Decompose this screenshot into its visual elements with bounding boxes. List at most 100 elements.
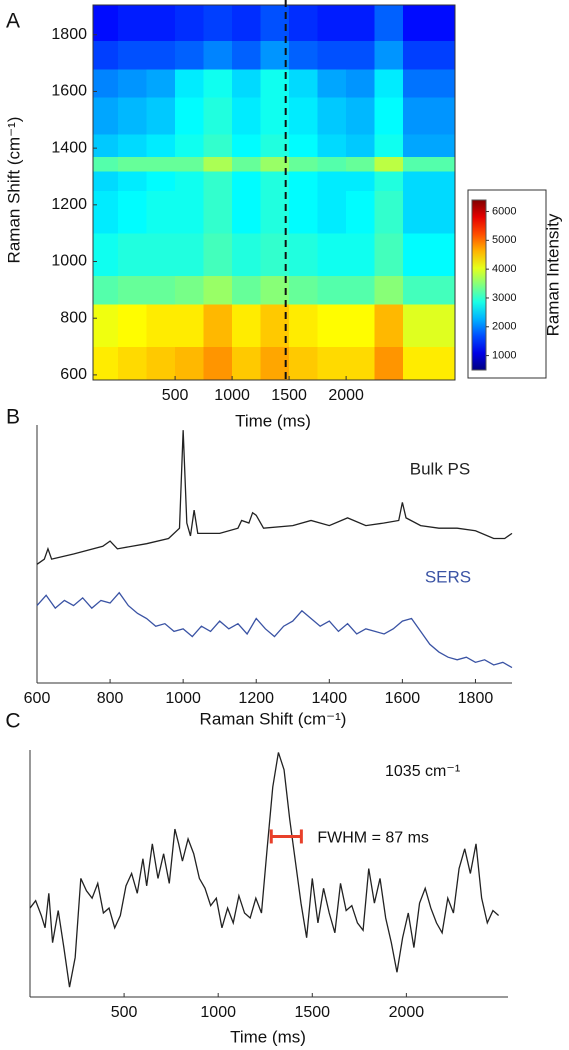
heat-cell <box>146 233 176 277</box>
y-tick-label: 1000 <box>51 253 87 270</box>
heat-cell <box>403 233 456 277</box>
heat-cell <box>289 304 319 348</box>
heat-cell <box>289 346 319 381</box>
heat-cell <box>317 97 347 135</box>
y-tick-label: 1400 <box>51 139 87 156</box>
heat-cell <box>346 170 376 192</box>
heat-cell <box>232 5 262 41</box>
heat-cell <box>93 156 119 172</box>
heat-cell <box>346 304 376 348</box>
x-axis-label: Raman Shift (cm⁻¹) <box>200 709 347 728</box>
x-tick-label: 1400 <box>312 690 348 707</box>
series-label: SERS <box>425 567 471 586</box>
fwhm-bar <box>269 829 303 844</box>
heat-cell <box>374 275 404 305</box>
heat-cell <box>374 156 404 172</box>
heat-cell <box>317 346 347 381</box>
colorbar-tick-label: 2000 <box>492 321 516 333</box>
heat-cell <box>203 133 233 158</box>
heat-cell <box>374 97 404 135</box>
heat-cell <box>346 156 376 172</box>
heat-cell <box>289 97 319 135</box>
panel-label: C <box>5 710 20 733</box>
heat-cell <box>317 133 347 158</box>
annotation-text: FWHM = 87 ms <box>317 830 429 847</box>
heat-cell <box>346 133 376 158</box>
series-line <box>29 752 500 988</box>
heat-cell <box>175 233 205 277</box>
heat-cell <box>374 233 404 277</box>
heat-cell <box>146 170 176 192</box>
x-tick-label: 500 <box>162 387 189 404</box>
heat-cell <box>289 190 319 234</box>
heat-cell <box>175 156 205 172</box>
y-axis-label: Raman Shift (cm⁻¹) <box>4 117 23 264</box>
heat-cell <box>374 40 404 70</box>
heat-cell <box>118 68 148 98</box>
heat-cell <box>93 170 119 192</box>
x-tick-label: 800 <box>97 690 124 707</box>
heat-cell <box>403 190 456 234</box>
heat-cell <box>146 346 176 381</box>
heat-cell <box>118 40 148 70</box>
heat-cell <box>203 40 233 70</box>
y-tick-label: 1200 <box>51 196 87 213</box>
colorbar-tick-label: 1000 <box>492 349 516 361</box>
heat-cell <box>232 133 262 158</box>
heat-cell <box>118 156 148 172</box>
heat-cell <box>403 68 456 98</box>
x-tick-label: 1000 <box>200 1004 236 1021</box>
colorbar-tick-label: 6000 <box>492 205 516 217</box>
heat-cell <box>403 5 456 41</box>
heat-cell <box>403 156 456 172</box>
heat-cell <box>146 40 176 70</box>
heat-cell <box>289 68 319 98</box>
heat-cell <box>374 170 404 192</box>
heat-cell <box>203 190 233 234</box>
colorbar-tick-label: 3000 <box>492 292 516 304</box>
heat-cell <box>232 170 262 192</box>
heat-cell <box>93 275 119 305</box>
heat-cell <box>403 346 456 381</box>
x-axis-label: Time (ms) <box>235 411 311 430</box>
heat-cell <box>346 346 376 381</box>
heat-cell <box>346 97 376 135</box>
panel-label: B <box>6 406 20 429</box>
heat-cell <box>146 190 176 234</box>
x-tick-label: 1500 <box>294 1004 330 1021</box>
x-tick-label: 1500 <box>271 387 307 404</box>
y-tick-label: 1600 <box>51 83 87 100</box>
heat-cell <box>146 97 176 135</box>
heat-cell <box>317 156 347 172</box>
heat-cell <box>93 68 119 98</box>
heat-cell <box>260 133 290 158</box>
heat-cell <box>118 233 148 277</box>
heat-cell <box>232 304 262 348</box>
heat-cell <box>146 275 176 305</box>
heat-cell <box>175 97 205 135</box>
heat-cell <box>260 170 290 192</box>
heat-cell <box>374 5 404 41</box>
heat-cell <box>175 170 205 192</box>
x-tick-label: 2000 <box>328 387 364 404</box>
heat-cell <box>146 68 176 98</box>
heat-cell <box>232 275 262 305</box>
heat-cell <box>203 304 233 348</box>
heat-cell <box>146 156 176 172</box>
heat-cell <box>317 170 347 192</box>
heat-cell <box>346 40 376 70</box>
heat-cell <box>317 68 347 98</box>
x-tick-label: 1000 <box>214 387 250 404</box>
colorbar-label: Raman Intensity <box>543 213 562 336</box>
heat-cell <box>93 133 119 158</box>
heat-cell <box>232 156 262 172</box>
heat-cell <box>175 40 205 70</box>
heat-cell <box>93 40 119 70</box>
heat-cell <box>203 5 233 41</box>
heat-cell <box>118 133 148 158</box>
heat-cell <box>317 304 347 348</box>
heat-cell <box>203 233 233 277</box>
heat-cell <box>289 133 319 158</box>
heat-cell <box>346 275 376 305</box>
